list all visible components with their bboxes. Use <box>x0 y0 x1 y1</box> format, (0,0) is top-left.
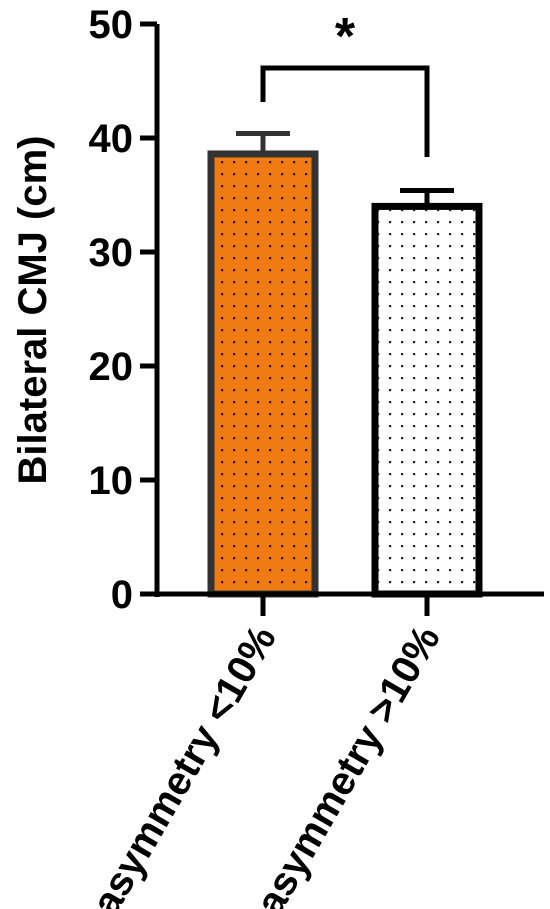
bar-dot-pattern <box>375 206 479 594</box>
y-tick-label: 20 <box>89 345 134 389</box>
y-tick-label: 50 <box>89 3 134 47</box>
bar-dot-pattern <box>211 153 315 594</box>
significance-label: * <box>335 8 356 66</box>
y-tick-label: 30 <box>89 231 134 275</box>
y-tick-label: 40 <box>89 117 134 161</box>
y-axis-label: Bilateral CMJ (cm) <box>11 136 55 485</box>
y-tick-label: 10 <box>89 459 134 503</box>
y-tick-label: 0 <box>111 573 133 617</box>
significance-bracket: * <box>260 8 430 157</box>
x-tick-label: asymmetry >10% <box>248 619 449 909</box>
significance-line <box>260 65 430 157</box>
x-tick-label: asymmetry <10% <box>84 619 285 909</box>
